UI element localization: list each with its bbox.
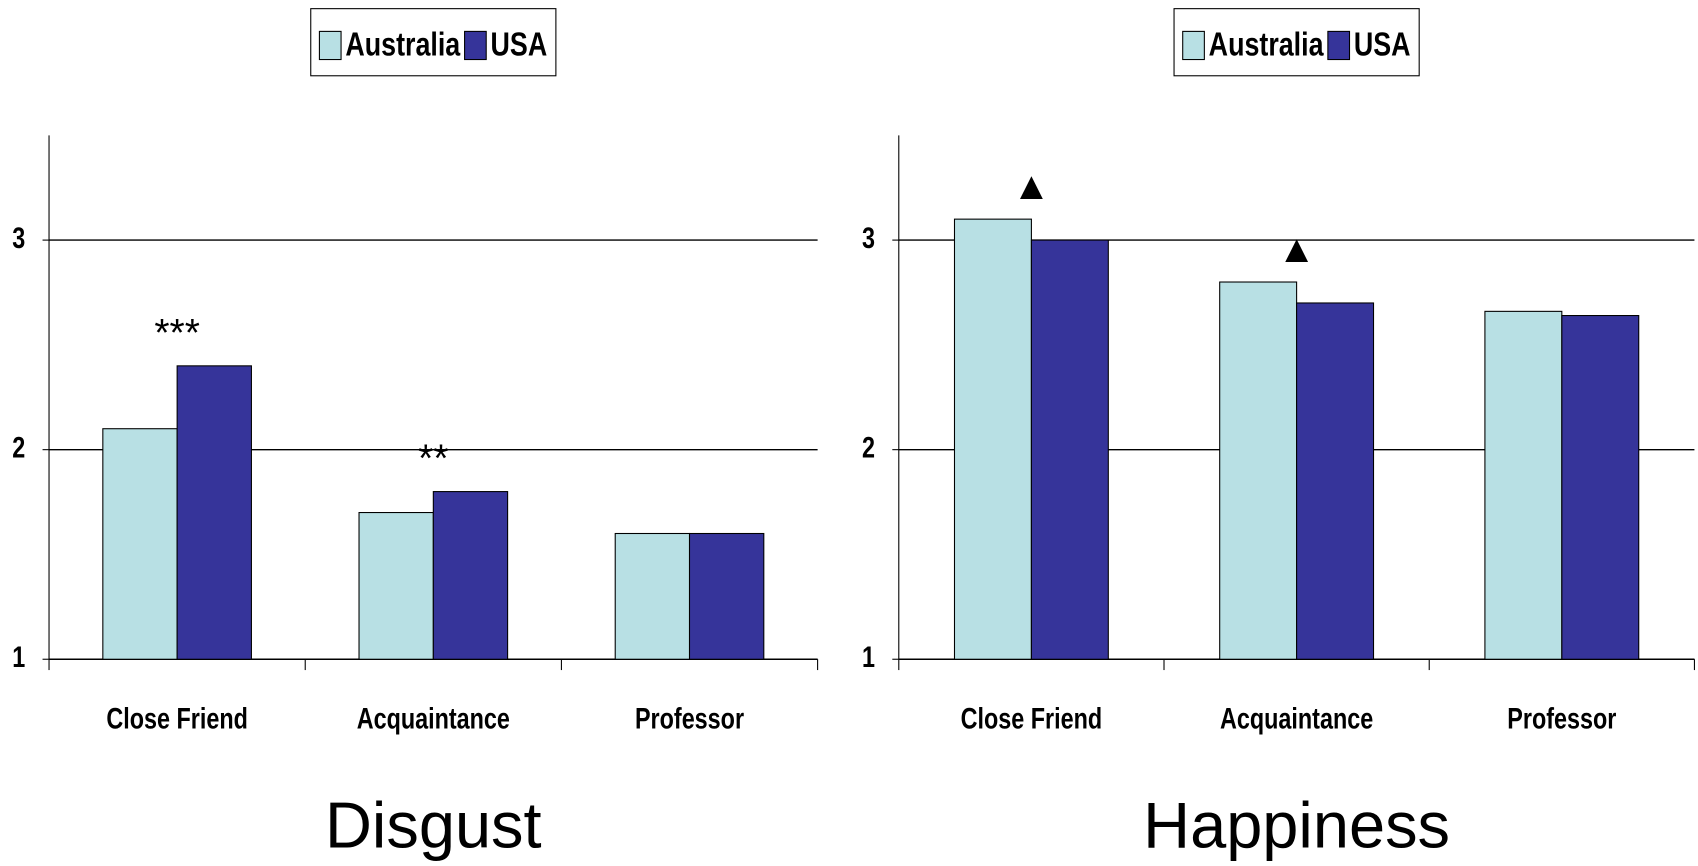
annotation: ▲: [1277, 228, 1316, 271]
y-tick-label: 2: [12, 431, 25, 464]
bar: [688, 532, 765, 660]
y-tick-label: 1: [862, 640, 875, 673]
annotation: ▲: [1012, 165, 1051, 208]
legend-swatch: [1327, 30, 1351, 61]
bar: [1030, 239, 1109, 660]
legend-swatch: [464, 30, 487, 61]
legend: Australia USA: [1173, 8, 1420, 77]
chart: 1 2 3 Close Friend ▲ Acquaintance ▲ Professor Au…: [862, 8, 1695, 861]
y-tick-label: 3: [862, 221, 875, 254]
legend: Australia USA: [310, 8, 557, 77]
x-tick-label: Close Friend: [961, 702, 1103, 735]
bar: [614, 532, 691, 660]
legend-label: Australia: [345, 26, 461, 64]
legend-box: [310, 8, 557, 77]
bar: [102, 428, 178, 660]
y-tick-label: 1: [12, 640, 25, 673]
chart-title: Disgust: [325, 788, 542, 861]
annotation: ***: [154, 312, 200, 355]
chart: 1 2 3 Close Friend *** Acquaintance ** Professo…: [12, 8, 819, 861]
legend-swatch: [1182, 30, 1205, 61]
x-tick-label: Professor: [1507, 702, 1616, 735]
bar: [432, 491, 509, 660]
x-tick-label: Acquaintance: [357, 702, 510, 735]
legend-label: USA: [1354, 26, 1411, 64]
bar: [1219, 281, 1298, 660]
bar: [358, 512, 434, 660]
legend-label: USA: [491, 26, 548, 64]
bar: [176, 365, 252, 660]
chart-title: Happiness: [1143, 788, 1450, 861]
x-tick-label: Close Friend: [106, 702, 248, 735]
bar: [953, 218, 1032, 660]
legend-label: Australia: [1209, 26, 1325, 64]
x-tick-label: Professor: [635, 702, 744, 735]
legend-box: [1173, 8, 1420, 77]
bar: [1484, 310, 1563, 660]
x-tick-label: Acquaintance: [1220, 702, 1373, 735]
y-tick-label: 2: [862, 431, 875, 464]
legend-swatch: [318, 30, 342, 61]
annotation: **: [418, 438, 448, 481]
bar: [1561, 315, 1640, 660]
y-tick-label: 3: [12, 221, 25, 254]
bar: [1296, 302, 1375, 660]
